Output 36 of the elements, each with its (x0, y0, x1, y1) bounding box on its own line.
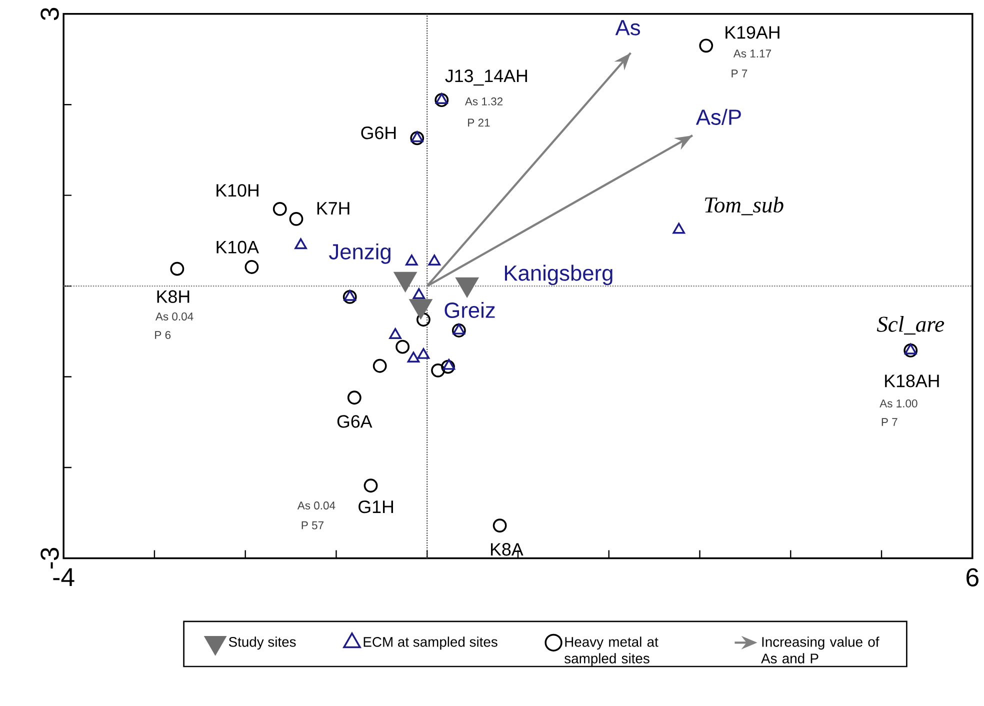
annotation: P 7 (882, 418, 898, 426)
annotation: G6H (361, 126, 396, 140)
annotation: Kanigsberg (504, 264, 612, 286)
annotation: Jenzig (329, 243, 390, 264)
annotation: As 0.04 (155, 312, 194, 320)
annotation: As 1.17 (733, 50, 771, 58)
annotation: K18AH (885, 374, 939, 388)
annotation: K10A (216, 240, 259, 254)
annotation: P 7 (732, 69, 748, 78)
annotation: K8A (491, 542, 524, 556)
annotation: K10H (216, 184, 258, 197)
annotation: Scl_are (876, 316, 944, 334)
annotation: P 21 (468, 118, 490, 126)
x-tick-label: -4 (53, 568, 74, 586)
x-tick-label: 6 (966, 568, 978, 586)
annotation: As 1.32 (464, 97, 503, 106)
annotation: Greiz (444, 302, 495, 318)
annotation: K19AH (726, 26, 780, 39)
annotation: Tom_sub (704, 196, 784, 216)
annotation: G6A (337, 415, 372, 428)
legend-label: Increasing value of As and P (761, 636, 880, 664)
y-tick-label: -3 (40, 548, 59, 568)
annotation: As 1.00 (880, 399, 918, 408)
legend-label: ECM at sampled sites (364, 636, 498, 650)
annotation: P 57 (302, 521, 324, 530)
y-tick-label: 3 (40, 8, 59, 20)
annotation: K8H (157, 290, 190, 303)
annotation: G1H (358, 500, 393, 514)
annotation: K7H (317, 202, 350, 214)
legend-label: Study sites (228, 636, 296, 650)
annotation: J13_14AH (445, 69, 527, 86)
legend-label: Heavy metal at sampled sites (564, 636, 658, 666)
annotation: As 0.04 (297, 501, 336, 510)
annotation: As (615, 20, 640, 36)
annotation: As/P (696, 108, 741, 125)
annotation: P 6 (155, 330, 171, 339)
